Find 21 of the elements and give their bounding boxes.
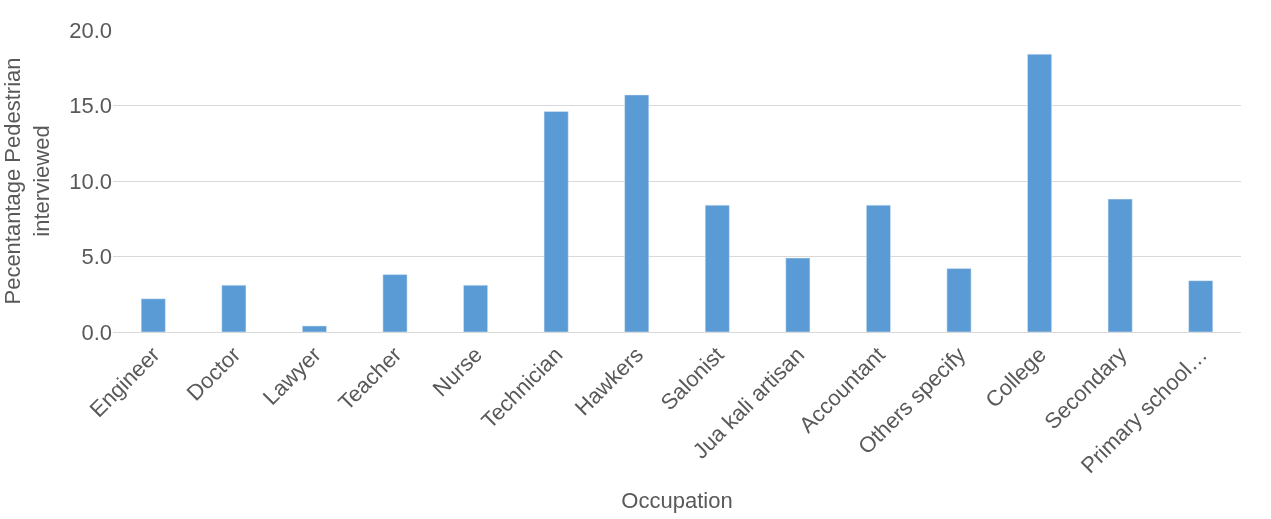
bar — [1188, 280, 1214, 332]
y-tick-label: 20.0 — [69, 17, 112, 43]
bar — [302, 325, 327, 332]
bar — [946, 268, 972, 332]
bar — [866, 204, 891, 332]
bar — [140, 298, 166, 332]
y-tick-label: 5.0 — [81, 244, 112, 270]
bar — [1027, 53, 1052, 332]
y-tick-label: 15.0 — [69, 93, 112, 119]
bar — [543, 111, 569, 332]
bar — [221, 284, 247, 332]
bar — [624, 94, 650, 332]
x-axis-title: Occupation — [621, 488, 733, 514]
bar — [785, 257, 811, 332]
bar — [704, 204, 730, 332]
y-axis-title: Pecentantage Pedestrian interviewed — [0, 57, 54, 305]
y-tick-label: 10.0 — [69, 168, 112, 194]
bar — [1107, 198, 1133, 332]
y-tick-label: 0.0 — [81, 319, 112, 345]
bar — [463, 284, 488, 332]
bar — [382, 274, 408, 332]
